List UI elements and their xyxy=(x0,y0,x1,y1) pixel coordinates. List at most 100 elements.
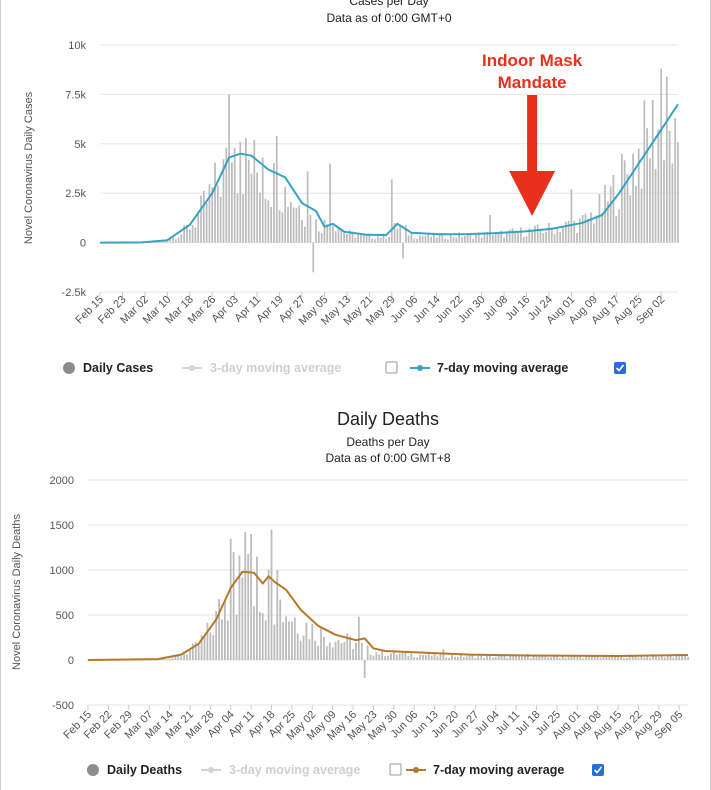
daily-bar xyxy=(191,643,194,660)
daily-bar xyxy=(548,222,550,243)
daily-bar xyxy=(189,649,191,660)
daily-bar xyxy=(623,658,625,660)
daily-bar xyxy=(643,657,646,660)
daily-bar xyxy=(592,223,595,243)
daily-bar xyxy=(293,617,296,660)
daily-bar xyxy=(177,237,180,243)
daily-bar xyxy=(687,656,689,660)
legend-marker-daily xyxy=(87,764,99,776)
daily-bar xyxy=(384,656,386,660)
daily-bar xyxy=(312,242,315,273)
daily-bar xyxy=(483,232,486,243)
daily-bar xyxy=(424,235,427,243)
daily-bar xyxy=(366,645,369,660)
daily-bar xyxy=(256,172,258,243)
daily-bar xyxy=(614,656,617,660)
daily-bar xyxy=(449,234,452,243)
daily-bar xyxy=(229,538,232,660)
daily-bar xyxy=(497,231,500,243)
daily-bar xyxy=(475,234,477,243)
daily-bar xyxy=(413,657,416,660)
chart-1: Cases per Day Data as of 0:00 GMT+0 -2.5k 0… xyxy=(23,0,679,375)
daily-bar xyxy=(250,173,253,243)
daily-bar xyxy=(320,233,323,243)
daily-bar xyxy=(349,636,352,660)
daily-bar xyxy=(162,658,165,660)
daily-bar xyxy=(393,223,396,243)
daily-bar xyxy=(640,188,643,243)
annotation-arrow-head xyxy=(509,171,556,216)
y-axis-label: Novel Coronavirus Daily Deaths xyxy=(11,514,23,670)
daily-bar xyxy=(214,162,216,243)
daily-bar xyxy=(233,147,236,243)
daily-bar xyxy=(299,640,302,660)
daily-bar xyxy=(677,142,679,243)
daily-bar xyxy=(427,232,430,243)
daily-bar xyxy=(567,220,570,243)
daily-bar xyxy=(305,622,308,660)
daily-bar xyxy=(381,649,384,660)
daily-bar xyxy=(444,238,446,243)
daily-bar xyxy=(564,657,567,660)
daily-bar xyxy=(578,218,581,243)
daily-bar xyxy=(264,198,267,243)
daily-bar xyxy=(241,577,244,660)
daily-bar xyxy=(657,656,660,660)
daily-bar xyxy=(166,240,169,243)
daily-bar xyxy=(245,137,247,243)
daily-bar xyxy=(325,646,328,660)
daily-bar xyxy=(284,186,287,243)
daily-bar xyxy=(219,196,222,243)
daily-bar xyxy=(535,656,538,660)
daily-bar xyxy=(521,656,523,660)
daily-bar xyxy=(505,231,508,243)
daily-bar xyxy=(247,554,250,660)
daily-bar xyxy=(514,231,517,243)
daily-bar xyxy=(503,237,505,243)
daily-bar xyxy=(183,225,186,243)
daily-bar xyxy=(231,162,233,243)
daily-bar xyxy=(649,657,652,660)
daily-bar xyxy=(576,232,578,243)
daily-bar xyxy=(544,656,547,660)
daily-bar xyxy=(671,163,674,243)
daily-bar xyxy=(202,190,205,243)
daily-bar xyxy=(357,616,360,660)
daily-bar xyxy=(340,643,343,660)
y-tick-label: -500 xyxy=(52,700,74,712)
daily-bar xyxy=(556,226,559,243)
daily-bar xyxy=(326,224,329,243)
daily-bar xyxy=(317,231,320,243)
daily-bar xyxy=(558,658,561,660)
daily-bar xyxy=(611,654,614,660)
daily-bar xyxy=(203,635,206,660)
daily-bar xyxy=(618,209,620,243)
daily-bar xyxy=(494,656,497,660)
daily-bar xyxy=(515,655,518,660)
daily-bar xyxy=(346,233,348,243)
daily-bar xyxy=(282,622,285,660)
daily-bar xyxy=(253,606,255,660)
daily-bar xyxy=(469,233,472,243)
daily-bar xyxy=(226,620,229,660)
daily-bar xyxy=(331,647,334,660)
daily-bar xyxy=(369,654,372,660)
daily-bar xyxy=(194,227,197,243)
daily-bar xyxy=(228,94,230,243)
daily-bar xyxy=(360,233,362,243)
daily-bar xyxy=(433,232,435,243)
daily-bar xyxy=(590,655,593,660)
x-tick-label: Jul 16 xyxy=(503,294,532,323)
daily-bar xyxy=(608,657,611,660)
daily-bar xyxy=(595,215,598,243)
daily-bar xyxy=(489,655,491,660)
chart-data-note: Data as of 0:00 GMT+0 xyxy=(326,11,451,25)
daily-bar xyxy=(334,641,337,660)
daily-bar xyxy=(177,655,180,660)
series-line-7-day xyxy=(99,103,679,244)
daily-bar xyxy=(275,135,278,243)
daily-bar xyxy=(455,237,458,243)
daily-bar xyxy=(374,239,376,243)
daily-bar xyxy=(159,659,162,660)
daily-bar xyxy=(238,555,241,660)
